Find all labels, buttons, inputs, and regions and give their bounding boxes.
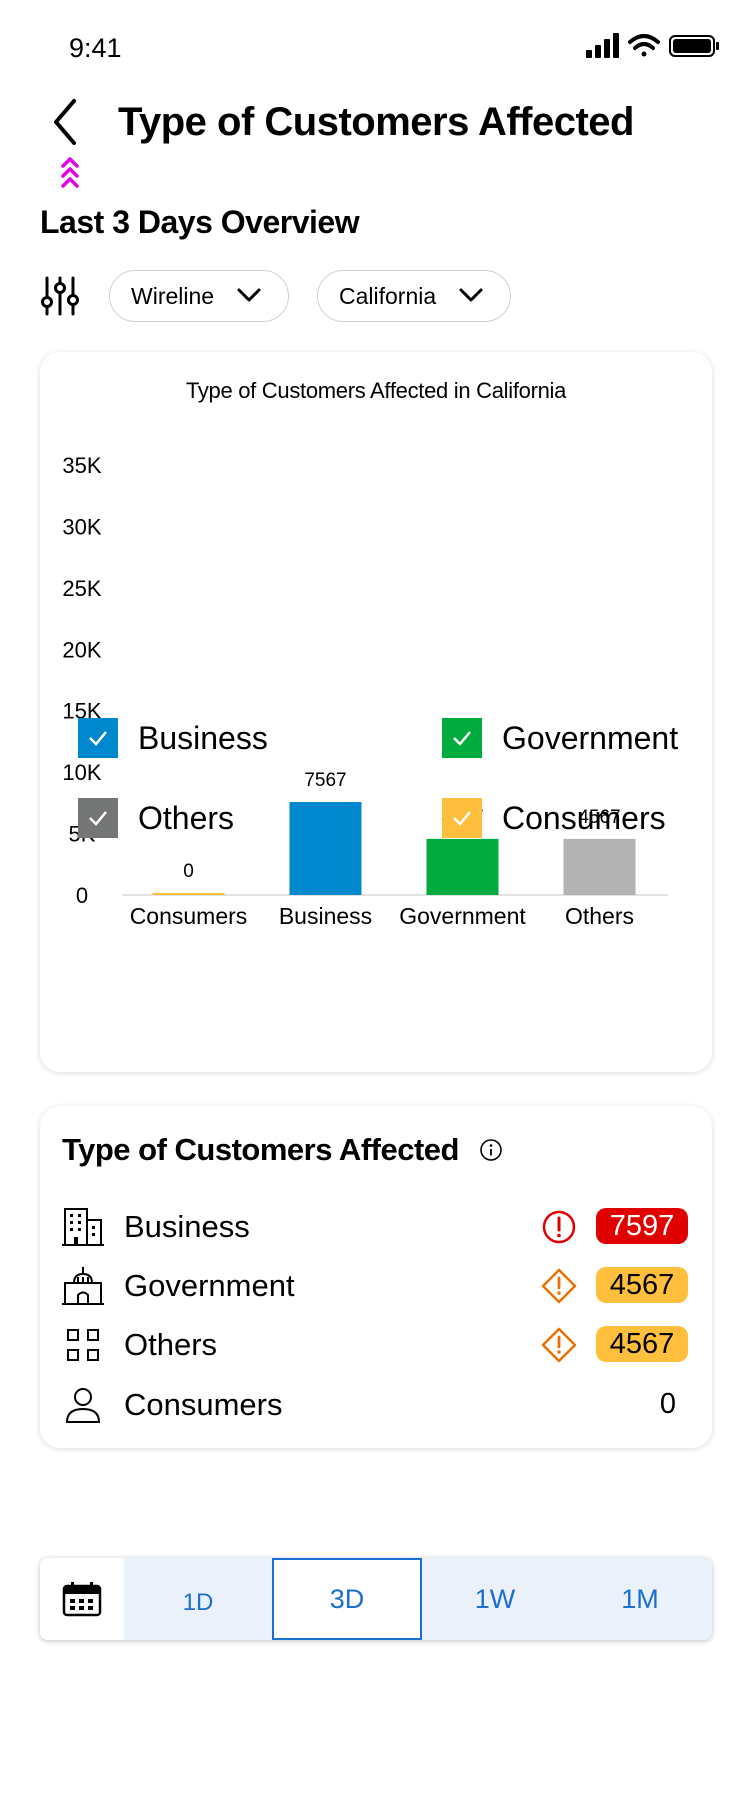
- y-tick-label: 20K: [62, 637, 101, 662]
- data-label: 0: [183, 861, 194, 882]
- bar-chart: 05K10K15K20K25K30K35K0Consumers7567Busin…: [62, 453, 668, 929]
- chart-card: Type of Customers Affected in California…: [40, 352, 712, 1072]
- summary-row-count: 4567: [596, 1326, 688, 1362]
- x-tick-label: Others: [565, 903, 634, 929]
- filter-sliders-icon[interactable]: [40, 276, 80, 316]
- checkmark-icon: [453, 731, 471, 746]
- checkmark-icon: [89, 811, 107, 826]
- summary-title: Type of Customers Affected: [62, 1132, 503, 1168]
- header: Type of Customers Affected: [0, 92, 750, 192]
- data-label: 4567: [578, 807, 620, 828]
- x-tick-label: Consumers: [130, 903, 248, 929]
- back-button[interactable]: [40, 92, 90, 152]
- range-button-1m[interactable]: 1M: [621, 1583, 659, 1614]
- legend-checkbox[interactable]: [442, 798, 482, 838]
- bar-consumers: [152, 893, 225, 895]
- summary-row-label: Business: [124, 1209, 250, 1244]
- y-tick-label: 10K: [62, 760, 101, 785]
- summary-row-label: Consumers: [124, 1387, 283, 1422]
- bar-government: [426, 838, 499, 895]
- building-icon: [62, 1208, 104, 1246]
- legend-checkbox[interactable]: [78, 798, 118, 838]
- legend-label: Others: [138, 799, 235, 836]
- summary-title-text: Type of Customers Affected: [62, 1132, 459, 1167]
- warning-icon: [541, 1327, 577, 1363]
- government-icon: [62, 1267, 104, 1305]
- wifi-icon: [628, 34, 660, 57]
- summary-row-label: Government: [124, 1268, 295, 1303]
- warning-icon: [541, 1268, 577, 1304]
- summary-row-government[interactable]: Government 4567: [62, 1261, 692, 1311]
- x-tick-label: Government: [399, 903, 526, 929]
- product-dropdown[interactable]: Wireline: [109, 270, 289, 322]
- error-icon: [542, 1210, 576, 1244]
- chevron-left-icon: [54, 99, 76, 145]
- status-time: 9:41: [69, 33, 122, 63]
- summary-row-label: Others: [124, 1327, 218, 1362]
- legend-checkbox[interactable]: [78, 718, 118, 758]
- y-tick-label: 0: [76, 883, 88, 908]
- checkmark-icon: [453, 811, 471, 826]
- summary-row-count: 7597: [596, 1208, 688, 1244]
- x-tick-label: Business: [279, 903, 372, 929]
- legend-item-business[interactable]: Business: [78, 718, 268, 758]
- person-icon: [65, 1388, 101, 1423]
- range-button-3d[interactable]: 3D: [272, 1558, 422, 1640]
- y-tick-label: 25K: [62, 576, 101, 601]
- info-icon[interactable]: [479, 1138, 503, 1162]
- bar-others: [563, 838, 636, 895]
- summary-card: Type of Customers Affected Business: [40, 1106, 712, 1448]
- y-tick-label: 30K: [62, 514, 101, 539]
- double-chevron-up-icon[interactable]: [60, 156, 80, 190]
- y-tick-label: 35K: [62, 453, 101, 478]
- legend-label: Government: [502, 719, 679, 756]
- status-icons: [586, 33, 719, 58]
- overview-title: Last 3 Days Overview: [40, 204, 360, 240]
- legend-label: Business: [138, 719, 268, 756]
- chevron-down-icon: [237, 288, 261, 302]
- summary-row-count: 4567: [596, 1267, 688, 1303]
- chart-title: Type of Customers Affected in California: [185, 378, 567, 403]
- legend-item-consumers[interactable]: Consumers: [442, 798, 666, 838]
- legend-checkbox[interactable]: [442, 718, 482, 758]
- range-button-1w[interactable]: 1W: [474, 1583, 516, 1614]
- product-dropdown-value: Wireline: [131, 282, 215, 309]
- bar-business: [289, 802, 362, 895]
- range-button-1d[interactable]: 1D: [182, 1589, 214, 1616]
- calendar-icon: [62, 1582, 102, 1617]
- checkmark-icon: [89, 731, 107, 746]
- summary-row-count: 0: [659, 1387, 676, 1420]
- filter-row: Wireline California: [40, 270, 720, 322]
- calendar-button[interactable]: [40, 1558, 124, 1640]
- battery-icon: [669, 35, 719, 57]
- signal-icon: [586, 33, 619, 58]
- chevron-down-icon: [459, 288, 483, 302]
- region-dropdown[interactable]: California: [317, 270, 511, 322]
- legend-item-government[interactable]: Government: [442, 718, 678, 758]
- legend-item-others[interactable]: Others: [78, 798, 234, 838]
- data-label: 7567: [304, 770, 346, 791]
- summary-row-others[interactable]: Others 4567: [62, 1320, 692, 1370]
- summary-row-consumers[interactable]: Consumers 0: [62, 1380, 692, 1430]
- time-range-selector: 1D 3D 1W 1M: [40, 1558, 712, 1640]
- legend-label: Consumers: [502, 799, 666, 836]
- summary-row-business[interactable]: Business 7597: [62, 1202, 692, 1252]
- region-dropdown-value: California: [339, 282, 437, 309]
- status-bar: 9:41: [0, 0, 750, 100]
- grid-icon: [67, 1329, 99, 1361]
- page-title: Type of Customers Affected: [118, 100, 634, 144]
